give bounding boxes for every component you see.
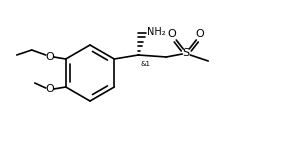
Text: O: O — [45, 52, 54, 62]
Text: S: S — [183, 48, 190, 58]
Text: O: O — [196, 29, 205, 39]
Text: O: O — [168, 29, 177, 39]
Text: NH₂: NH₂ — [147, 27, 166, 37]
Text: O: O — [45, 84, 54, 94]
Text: &1: &1 — [140, 61, 150, 67]
